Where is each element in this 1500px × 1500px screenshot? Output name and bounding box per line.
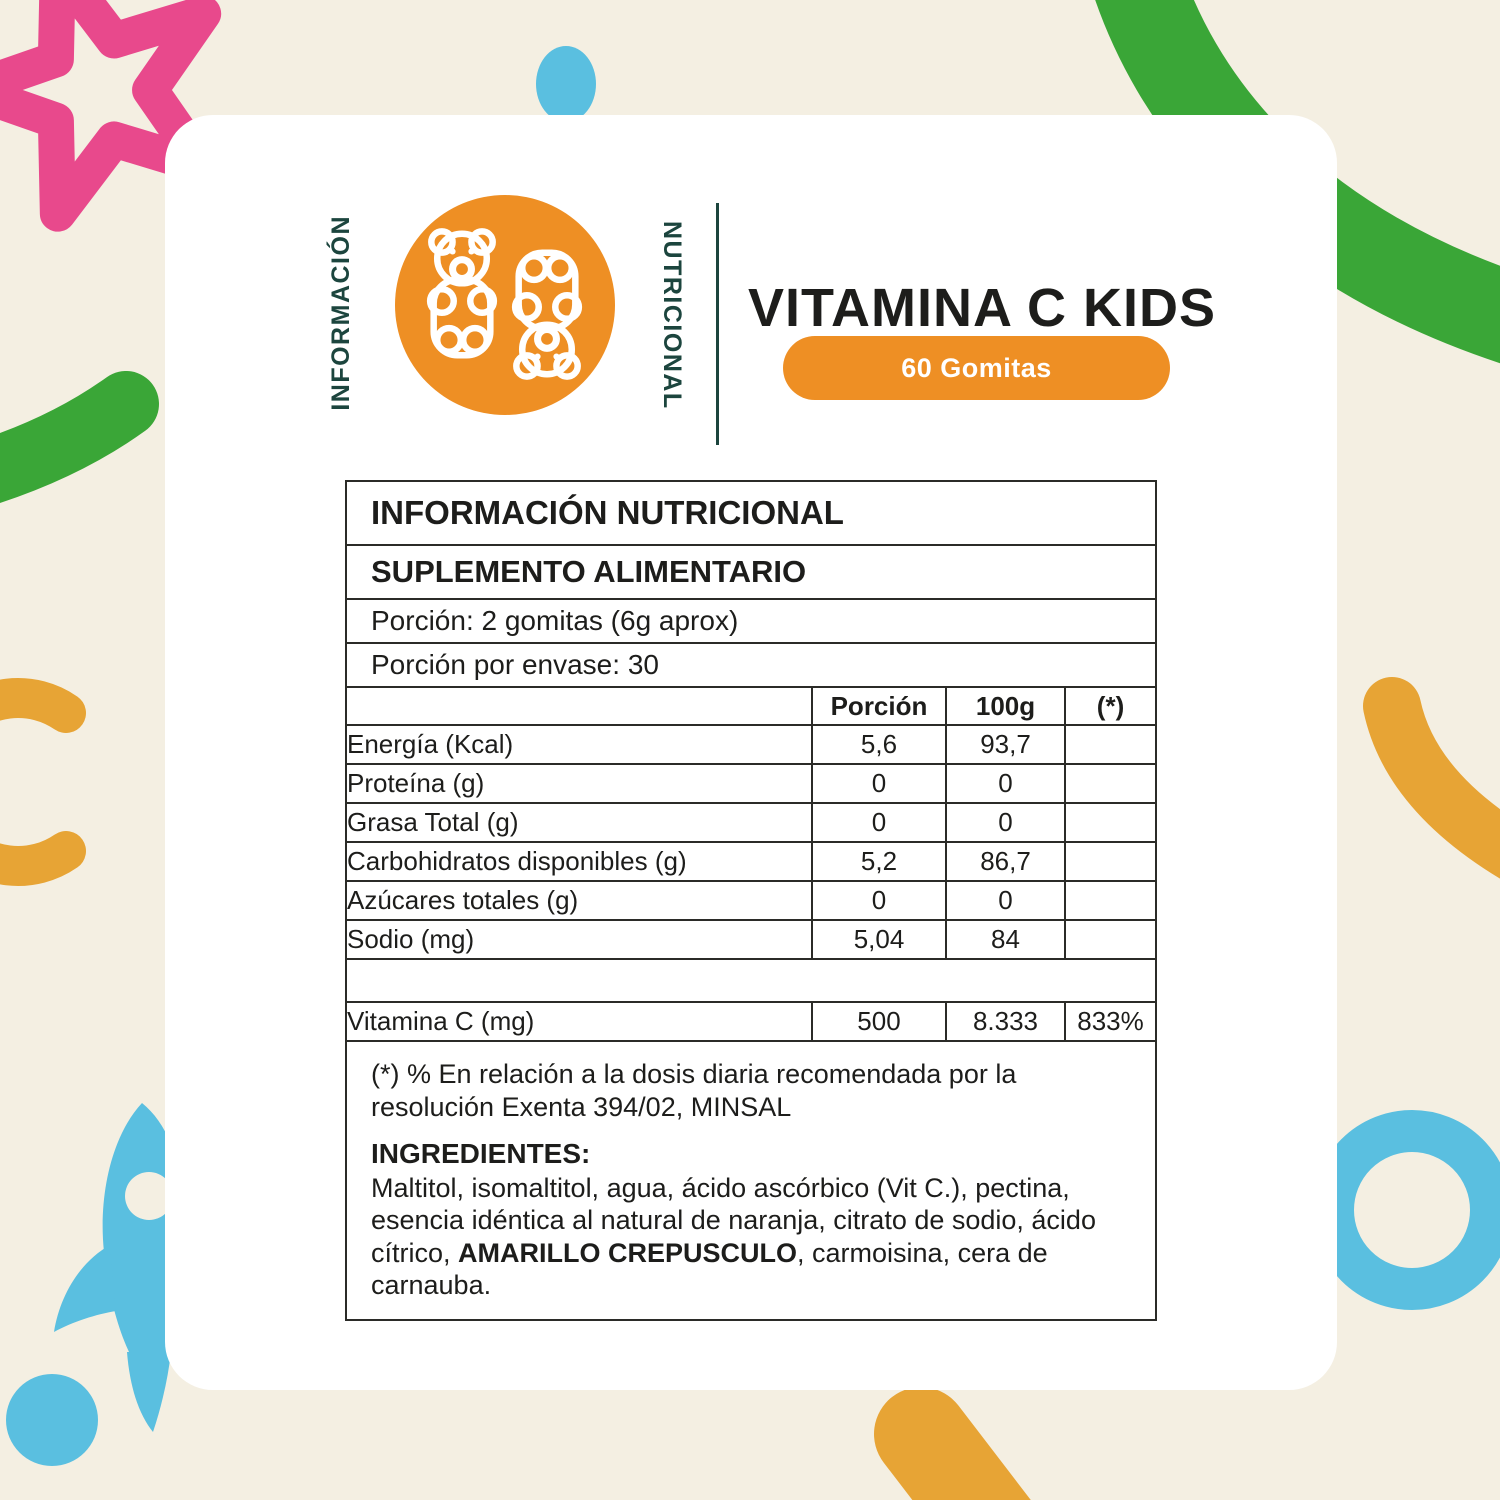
header-divider [716,203,719,445]
col-blank [346,686,812,725]
row-porcion: 5,6 [811,724,946,764]
green-arc-left-icon [0,371,159,503]
row-label: Grasa Total (g) [346,802,812,842]
row-per100: 0 [945,880,1065,920]
row-porcion: 0 [811,880,946,920]
blue-ring-bottom-right-icon [1312,1110,1500,1310]
count-badge: 60 Gomitas [783,336,1170,400]
row-dv [1063,802,1157,842]
ingredients-text: Maltitol, isomaltitol, agua, ácido ascór… [371,1172,1131,1302]
table-row: Grasa Total (g) 0 0 [346,802,1157,842]
row-label: Proteína (g) [346,763,812,803]
row-label: Vitamina C (mg) [346,1001,812,1041]
row-porcion: 5,04 [811,919,946,959]
table-row: Energía (Kcal) 5,6 93,7 [346,724,1157,764]
ingredients-pre: Maltitol, isomaltitol, agua, ácido ascór… [371,1172,1096,1268]
row-dv [1063,724,1157,764]
row-porcion: 5,2 [811,841,946,881]
ingredients-title: INGREDIENTES: [371,1137,591,1169]
orange-ring-left-icon [0,678,86,886]
row-dv: 833% [1063,1001,1157,1041]
row-label: Azúcares totales (g) [346,880,812,920]
col-dv: (*) [1063,686,1157,725]
row-per100: 8.333 [945,1001,1065,1041]
table-subheading: SUPLEMENTO ALIMENTARIO [346,544,1157,599]
table-row: Azúcares totales (g) 0 0 [346,880,1157,920]
ingredients-post: , carmoisina, cera de carnauba. [371,1237,1048,1301]
table-row: Carbohidratos disponibles (g) 5,2 86,7 [346,841,1157,881]
row-dv [1063,841,1157,881]
gummy-bears-badge [395,195,615,415]
table-row: Proteína (g) 0 0 [346,763,1157,803]
row-dv [1063,763,1157,803]
notes-row: (*) % En relación a la dosis diaria reco… [346,1039,1157,1321]
col-porcion: Porción [811,686,946,725]
row-per100: 84 [945,919,1065,959]
row-per100: 0 [945,763,1065,803]
label-card: INFORMACIÓN [165,115,1337,1390]
servings-per-container: Porción por envase: 30 [346,642,1157,687]
column-header-row: Porción 100g (*) [346,686,1157,725]
row-porcion: 500 [811,1001,946,1041]
row-porcion: 0 [811,763,946,803]
row-label: Carbohidratos disponibles (g) [346,841,812,881]
rocket-icon [6,1103,184,1466]
vertical-label-informacion: INFORMACIÓN [327,215,355,411]
table-heading: INFORMACIÓN NUTRICIONAL [371,494,844,531]
row-per100: 0 [945,802,1065,842]
orange-squiggle-right-icon [1363,677,1500,879]
table-row: Sodio (mg) 5,04 84 [346,919,1157,959]
row-label: Energía (Kcal) [346,724,812,764]
row-per100: 86,7 [945,841,1065,881]
blue-dot-icon [536,46,596,122]
ingredients-bold: AMARILLO CREPUSCULO [458,1237,798,1268]
nutrition-table: INFORMACIÓN NUTRICIONAL SUPLEMENTO ALIME… [345,480,1158,1322]
col-100g: 100g [945,686,1065,725]
serving-size: Porción: 2 gomitas (6g aprox) [346,598,1157,643]
row-per100: 93,7 [945,724,1065,764]
vitamin-row: Vitamina C (mg) 500 8.333 833% [346,1001,1157,1041]
product-title: VITAMINA C KIDS [748,278,1216,339]
vertical-label-nutricional: NUTRICIONAL [658,221,686,410]
gummy-bears-icon [426,228,583,380]
row-porcion: 0 [811,802,946,842]
orange-stroke-bottom-icon [874,1387,1031,1500]
row-dv [1063,880,1157,920]
footnote: (*) % En relación a la dosis diaria reco… [371,1059,1017,1122]
row-dv [1063,919,1157,959]
pink-star-icon [0,0,222,232]
spacer-row [346,958,1157,1002]
row-label: Sodio (mg) [346,919,812,959]
